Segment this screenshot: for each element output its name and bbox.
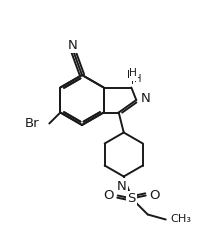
Text: N: N: [117, 180, 127, 192]
Text: H: H: [131, 76, 138, 86]
Text: Br: Br: [25, 117, 39, 130]
Text: H: H: [134, 74, 142, 84]
Text: O: O: [150, 189, 160, 202]
Text: CH₃: CH₃: [171, 214, 192, 224]
Text: O: O: [103, 189, 114, 202]
Text: N: N: [68, 39, 78, 52]
Text: S: S: [127, 192, 136, 205]
Text: H: H: [127, 70, 135, 80]
Text: N: N: [140, 92, 150, 106]
Text: H: H: [129, 68, 137, 78]
Text: N: N: [141, 94, 151, 106]
